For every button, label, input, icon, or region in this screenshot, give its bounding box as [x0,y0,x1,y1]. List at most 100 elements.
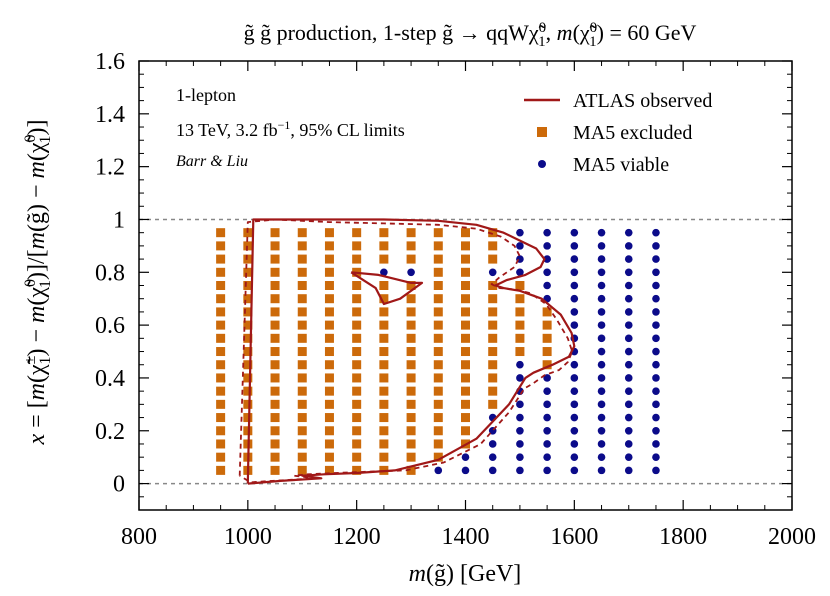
title-sub-1a: 1 [538,34,546,50]
excluded-point [542,307,552,317]
chart-title: g̃ g̃ production, 1-step g̃ → qqWχ̃0 1, m… [244,20,697,50]
excluded-point [406,281,416,290]
excluded-point [352,439,362,449]
viable-point [624,400,633,409]
contour-lines [238,218,576,485]
viable-point [543,440,551,448]
legend: ATLAS observed MA5 excluded MA5 viable [524,90,712,176]
viable-point [652,242,660,250]
y-axis-label: x = [m(χ̃±1) − m(χ̃01)]/[m(g̃) − m(χ̃01)… [22,119,54,445]
excluded-point [461,360,470,370]
viable-point [597,255,606,263]
excluded-point [515,281,525,290]
excluded-point [270,399,280,409]
excluded-point [352,281,362,290]
viable-point [570,268,579,277]
viable-point [516,268,524,277]
reference-lines [139,218,792,485]
viable-point [597,466,606,475]
excluded-point [488,294,498,304]
viable-point [570,466,579,475]
viable-point [652,413,660,422]
excluded-point [542,320,552,330]
excluded-point [297,333,307,343]
viable-point [652,294,660,303]
ylabel-p8: )] [24,119,50,135]
viable-point [652,360,660,369]
excluded-point [216,333,226,343]
viable-point [624,242,633,250]
y-tick-label: 0.6 [95,313,125,339]
excluded-point [406,452,416,462]
viable-point [597,360,606,369]
viable-point [652,321,660,329]
title-sub-1b: 1 [589,34,597,50]
excluded-point [488,386,498,396]
excluded-point [433,281,443,290]
excluded-point [488,241,498,251]
viable-point [652,334,660,343]
viable-point [570,387,579,395]
excluded-point [324,254,334,264]
viable-point [570,242,579,250]
excluded-point [324,413,334,423]
viable-point [624,334,633,343]
viable-point [434,466,443,475]
excluded-point [433,241,443,251]
excluded-point [297,439,307,449]
excluded-point [324,399,334,409]
excluded-point [461,241,470,251]
title-sup-0a: 0 [539,20,547,36]
legend-excluded-label: MA5 excluded [573,122,692,144]
excluded-point [243,333,253,343]
excluded-point [461,347,470,357]
xlabel-m: m [409,561,426,587]
viable-point [543,255,551,263]
y-tick-label: 1.4 [95,102,125,128]
excluded-point [433,439,443,449]
viable-point [624,255,633,263]
excluded-point [488,360,498,370]
viable-point [543,268,551,277]
excluded-point [216,465,226,475]
excluded-point [433,347,443,357]
excluded-point [324,452,334,462]
title-part-1: g̃ g̃ production, 1-step g̃ → qqWχ̃ [244,20,547,45]
viable-point [570,228,579,237]
excluded-point [216,386,226,396]
excluded-point [379,452,389,462]
viable-point [597,426,606,435]
excluded-point [488,373,498,383]
annotation-channel: 1-lepton [176,85,236,105]
legend-excluded-marker [537,127,547,137]
viable-point [652,228,660,237]
excluded-point [379,386,389,396]
excluded-point [216,307,226,317]
excluded-point [297,320,307,330]
excluded-point [433,426,443,436]
excluded-point [324,465,334,475]
excluded-point [324,228,334,238]
viable-point [624,387,633,395]
excluded-point [243,413,253,423]
excluded-point [297,413,307,423]
excluded-point [352,254,362,264]
excluded-point [406,399,416,409]
excluded-point [379,373,389,383]
ylabel-m3: m [24,232,50,249]
excluded-point [461,294,470,304]
axis-ticks [138,60,793,511]
ylabel-m2: m [24,306,50,323]
excluded-point [433,360,443,370]
x-axis-label: m(g̃) [GeV] [409,561,522,587]
excluded-point [515,333,525,343]
excluded-point [406,333,416,343]
excluded-point [297,452,307,462]
viable-point [543,426,551,435]
viable-point [597,334,606,343]
excluded-point [461,373,470,383]
excluded-point [352,333,362,343]
excluded-point [433,333,443,343]
excluded-point [379,399,389,409]
excluded-point [216,241,226,251]
